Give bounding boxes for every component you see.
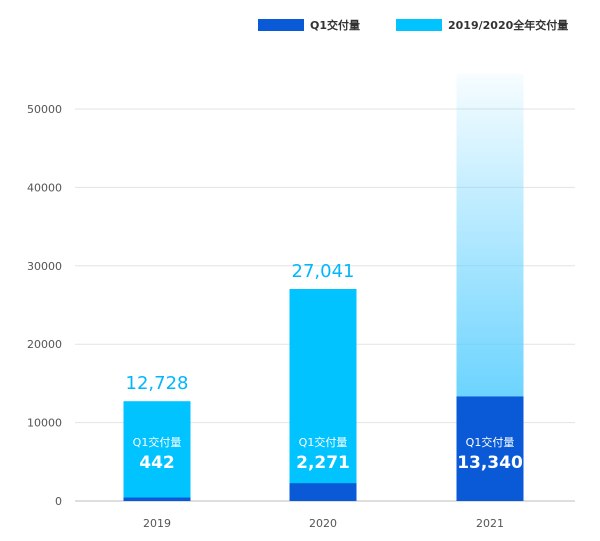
y-tick-label: 50000: [27, 103, 62, 116]
bar-caption: Q1交付量: [466, 435, 515, 449]
bar-projection-2021: [456, 73, 524, 397]
legend-label-annual: 2019/2020全年交付量: [448, 19, 569, 32]
annual-value-label: 27,041: [292, 261, 355, 282]
y-tick-label: 30000: [27, 260, 62, 273]
bar-annual-2019: [123, 401, 191, 501]
bar-caption: Q1交付量: [299, 435, 348, 449]
bar-q1-2020: [289, 483, 357, 501]
q1-value-label: 13,340: [457, 453, 523, 473]
x-tick-label: 2021: [476, 517, 504, 530]
annual-value-label: 12,728: [126, 373, 189, 394]
q1-value-label: 2,271: [296, 453, 350, 473]
legend-annual: 2019/2020全年交付量: [396, 18, 568, 32]
x-tick-label: 2019: [143, 517, 171, 530]
legend-q1: Q1交付量: [258, 18, 360, 32]
legend-swatch-q1: [258, 19, 304, 31]
y-tick-label: 20000: [27, 338, 62, 351]
bar-q1-2019: [123, 497, 191, 501]
x-tick-label: 2020: [309, 517, 337, 530]
legend-label-q1: Q1交付量: [310, 19, 361, 32]
bar-caption: Q1交付量: [133, 435, 182, 449]
q1-value-label: 442: [139, 453, 175, 473]
y-tick-label: 0: [55, 495, 62, 508]
y-tick-label: 10000: [27, 417, 62, 430]
y-tick-label: 40000: [27, 181, 62, 194]
bar-annual-2020: [289, 288, 357, 501]
bar-q1-2021: [456, 396, 524, 501]
legend-swatch-annual: [396, 19, 442, 31]
